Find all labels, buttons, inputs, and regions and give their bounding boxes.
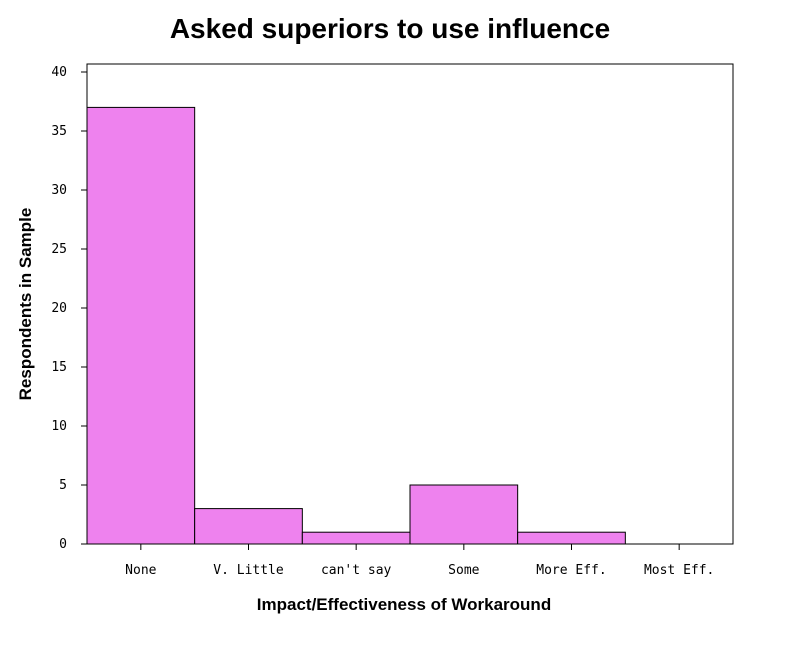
x-tick-label: Most Eff. — [644, 563, 714, 578]
y-tick-label: 15 — [51, 360, 67, 375]
bar — [301, 531, 411, 545]
x-axis-label: Impact/Effectiveness of Workaround — [257, 595, 551, 614]
y-tick-label: 25 — [51, 242, 67, 257]
bar — [517, 531, 626, 545]
chart-title: Asked superiors to use influence — [170, 13, 610, 44]
y-axis-label: Respondents in Sample — [16, 208, 35, 401]
y-tick-label: 35 — [51, 124, 67, 139]
bar — [194, 508, 303, 545]
y-tick-label: 0 — [59, 537, 67, 552]
y-tick-label: 20 — [51, 301, 67, 316]
x-tick-label: Some — [448, 563, 479, 578]
y-tick-label: 5 — [59, 478, 67, 493]
x-tick-label: can't say — [321, 563, 392, 578]
x-tick-label: More Eff. — [536, 563, 606, 578]
bar — [86, 106, 196, 545]
x-tick-label: V. Little — [213, 563, 284, 578]
y-tick-label: 40 — [51, 65, 67, 80]
y-tick-label: 10 — [51, 419, 67, 434]
bar — [409, 484, 519, 545]
x-tick-label: None — [125, 563, 156, 578]
y-tick-label: 30 — [51, 183, 67, 198]
